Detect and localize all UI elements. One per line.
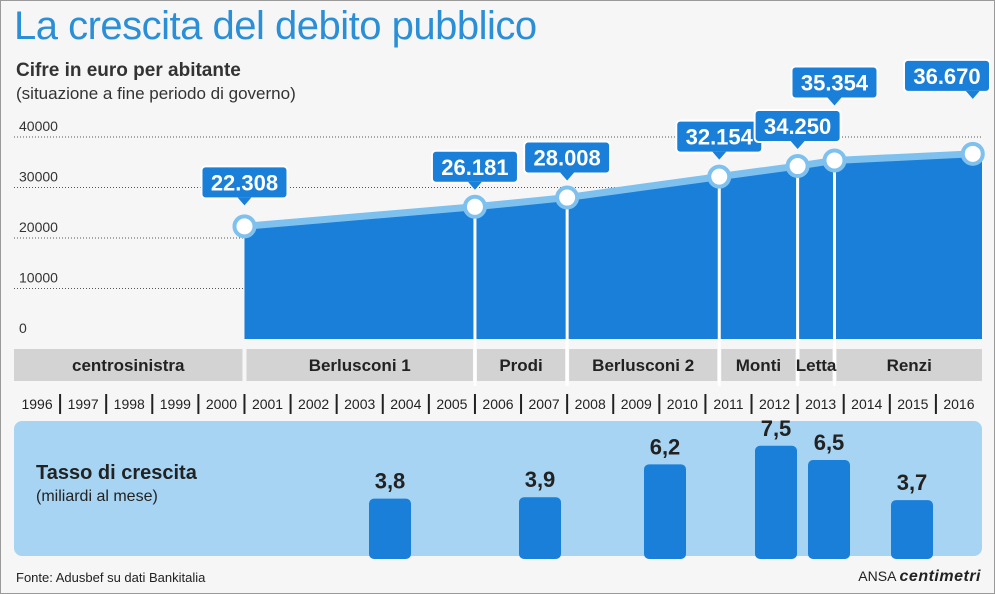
data-point-core xyxy=(792,161,803,172)
data-point-core xyxy=(967,148,978,159)
rate-bar xyxy=(755,445,797,559)
year-label: 2012 xyxy=(759,396,790,412)
government-label: Monti xyxy=(736,356,781,375)
y-tick-label: 10000 xyxy=(19,270,58,286)
year-label: 2004 xyxy=(390,396,421,412)
year-label: 2010 xyxy=(667,396,698,412)
year-label: 2009 xyxy=(621,396,652,412)
government-label: Berlusconi 1 xyxy=(309,356,411,375)
value-callout-pointer xyxy=(560,172,575,181)
data-point-core xyxy=(562,192,573,203)
rate-bar xyxy=(369,498,411,559)
year-label: 2002 xyxy=(298,396,329,412)
rate-value-label: 3,8 xyxy=(375,469,406,494)
credit-prefix: ANSA xyxy=(858,568,896,584)
credit: ANSA centimetri xyxy=(858,568,981,586)
debt-line xyxy=(244,150,982,230)
government-band xyxy=(569,349,718,381)
year-label: 2001 xyxy=(252,396,283,412)
government-band xyxy=(836,349,982,381)
data-point-core xyxy=(239,221,250,232)
chart-note: (situazione a fine periodo di governo) xyxy=(16,84,296,103)
y-tick-label: 20000 xyxy=(19,219,58,235)
government-label: Berlusconi 2 xyxy=(592,356,694,375)
year-label: 2014 xyxy=(851,396,882,412)
year-label: 2013 xyxy=(805,396,836,412)
value-callout-pointer xyxy=(790,141,805,150)
rate-bar xyxy=(519,497,561,559)
value-label: 26.181 xyxy=(441,155,508,180)
source-note: Fonte: Adusbef su dati Bankitalia xyxy=(16,570,206,585)
value-label: 34.250 xyxy=(764,114,831,139)
value-callout-pointer xyxy=(467,181,482,190)
rate-bar xyxy=(808,460,850,559)
rate-title: Tasso di crescita xyxy=(36,462,197,484)
rate-value-label: 3,7 xyxy=(897,470,928,495)
data-point-core xyxy=(469,201,480,212)
year-label: 1999 xyxy=(160,396,191,412)
year-label: 2016 xyxy=(943,396,974,412)
data-point-core xyxy=(829,155,840,166)
value-callout-pointer xyxy=(237,197,252,206)
value-label: 32.154 xyxy=(686,125,754,150)
rate-value-label: 7,5 xyxy=(761,416,792,441)
rate-value-label: 3,9 xyxy=(525,467,556,492)
year-label: 2008 xyxy=(575,396,606,412)
data-point-core xyxy=(714,171,725,182)
value-callout xyxy=(903,58,991,93)
year-label: 1998 xyxy=(114,396,145,412)
chart-subtitle: Cifre in euro per abitante xyxy=(16,60,241,81)
rate-bar xyxy=(891,500,933,559)
government-band xyxy=(721,349,796,381)
government-band xyxy=(799,349,833,381)
year-label: 2003 xyxy=(344,396,375,412)
year-label: 2015 xyxy=(897,396,928,412)
rate-value-label: 6,5 xyxy=(814,430,845,455)
year-label: 2005 xyxy=(436,396,467,412)
rate-panel xyxy=(14,421,982,556)
credit-brand: centimetri xyxy=(899,568,981,585)
y-tick-label: 0 xyxy=(19,320,27,336)
value-label: 28.008 xyxy=(533,146,600,171)
year-label: 2011 xyxy=(713,396,743,412)
year-label: 1996 xyxy=(21,396,52,412)
year-label: 1997 xyxy=(68,396,99,412)
rate-value-label: 6,2 xyxy=(650,434,681,459)
value-label: 35.354 xyxy=(801,70,869,95)
government-label: Prodi xyxy=(499,356,542,375)
page-title: La crescita del debito pubblico xyxy=(14,4,537,48)
government-band xyxy=(476,349,566,381)
year-label: 2006 xyxy=(482,396,513,412)
year-label: 2000 xyxy=(206,396,237,412)
value-label: 22.308 xyxy=(211,170,278,195)
government-label: Letta xyxy=(796,356,837,375)
value-callout-pointer xyxy=(712,151,727,160)
value-callout-pointer xyxy=(827,97,842,106)
rate-bar xyxy=(644,464,686,559)
government-band xyxy=(14,349,243,381)
government-label: Renzi xyxy=(887,356,932,375)
debt-area xyxy=(244,153,982,339)
y-tick-label: 40000 xyxy=(19,118,58,134)
y-tick-label: 30000 xyxy=(19,169,58,185)
government-band xyxy=(246,349,473,381)
year-label: 2007 xyxy=(529,396,560,412)
rate-subtitle: (miliardi al mese) xyxy=(36,488,158,505)
value-callout-pointer xyxy=(965,90,980,99)
value-label: 36.670 xyxy=(913,64,980,89)
government-label: centrosinistra xyxy=(72,356,185,375)
